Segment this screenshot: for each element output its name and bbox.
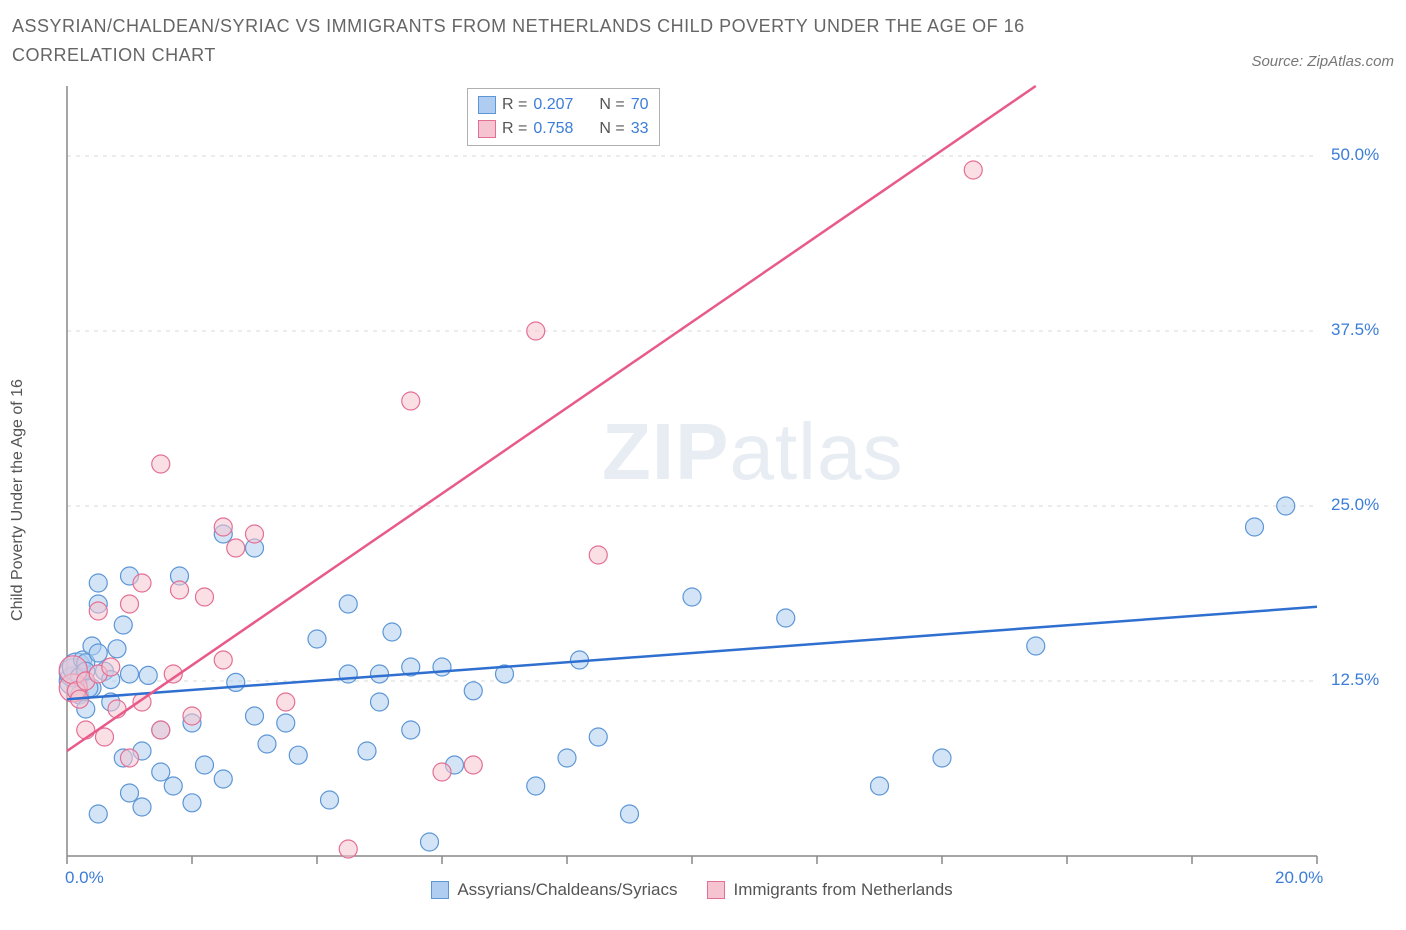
legend-label: Assyrians/Chaldeans/Syriacs bbox=[457, 880, 677, 900]
chart-header: ASSYRIAN/CHALDEAN/SYRIAC VS IMMIGRANTS F… bbox=[12, 12, 1394, 70]
chart-container: Child Poverty Under the Age of 16 ZIPatl… bbox=[12, 76, 1392, 906]
legend-item: Immigrants from Netherlands bbox=[707, 880, 952, 900]
stat-r-value: 0.758 bbox=[533, 117, 573, 141]
chart-title: ASSYRIAN/CHALDEAN/SYRIAC VS IMMIGRANTS F… bbox=[12, 12, 1112, 70]
x-tick-label: 0.0% bbox=[65, 868, 104, 888]
legend-label: Immigrants from Netherlands bbox=[733, 880, 952, 900]
stat-n-label: N = bbox=[599, 93, 624, 117]
legend-swatch bbox=[431, 881, 449, 899]
legend-stats-box: R = 0.207 N = 70 R = 0.758 N = 33 bbox=[467, 88, 660, 146]
legend-swatch bbox=[478, 120, 496, 138]
stat-r-label: R = bbox=[502, 93, 527, 117]
y-axis-label: Child Poverty Under the Age of 16 bbox=[9, 379, 27, 621]
legend-swatch bbox=[478, 96, 496, 114]
y-tick-label: 50.0% bbox=[1331, 145, 1379, 165]
scatter-plot bbox=[12, 76, 1392, 906]
stat-n-label: N = bbox=[599, 117, 624, 141]
legend-series: Assyrians/Chaldeans/Syriacs Immigrants fr… bbox=[67, 880, 1317, 900]
legend-item: Assyrians/Chaldeans/Syriacs bbox=[431, 880, 677, 900]
y-tick-label: 37.5% bbox=[1331, 320, 1379, 340]
y-tick-label: 12.5% bbox=[1331, 670, 1379, 690]
stat-r-label: R = bbox=[502, 117, 527, 141]
stat-n-value: 70 bbox=[631, 93, 649, 117]
x-tick-label: 20.0% bbox=[1275, 868, 1323, 888]
legend-stats-row: R = 0.758 N = 33 bbox=[478, 117, 649, 141]
chart-source: Source: ZipAtlas.com bbox=[1251, 53, 1394, 70]
stat-r-value: 0.207 bbox=[533, 93, 573, 117]
legend-stats-row: R = 0.207 N = 70 bbox=[478, 93, 649, 117]
legend-swatch bbox=[707, 881, 725, 899]
y-tick-label: 25.0% bbox=[1331, 495, 1379, 515]
stat-n-value: 33 bbox=[631, 117, 649, 141]
